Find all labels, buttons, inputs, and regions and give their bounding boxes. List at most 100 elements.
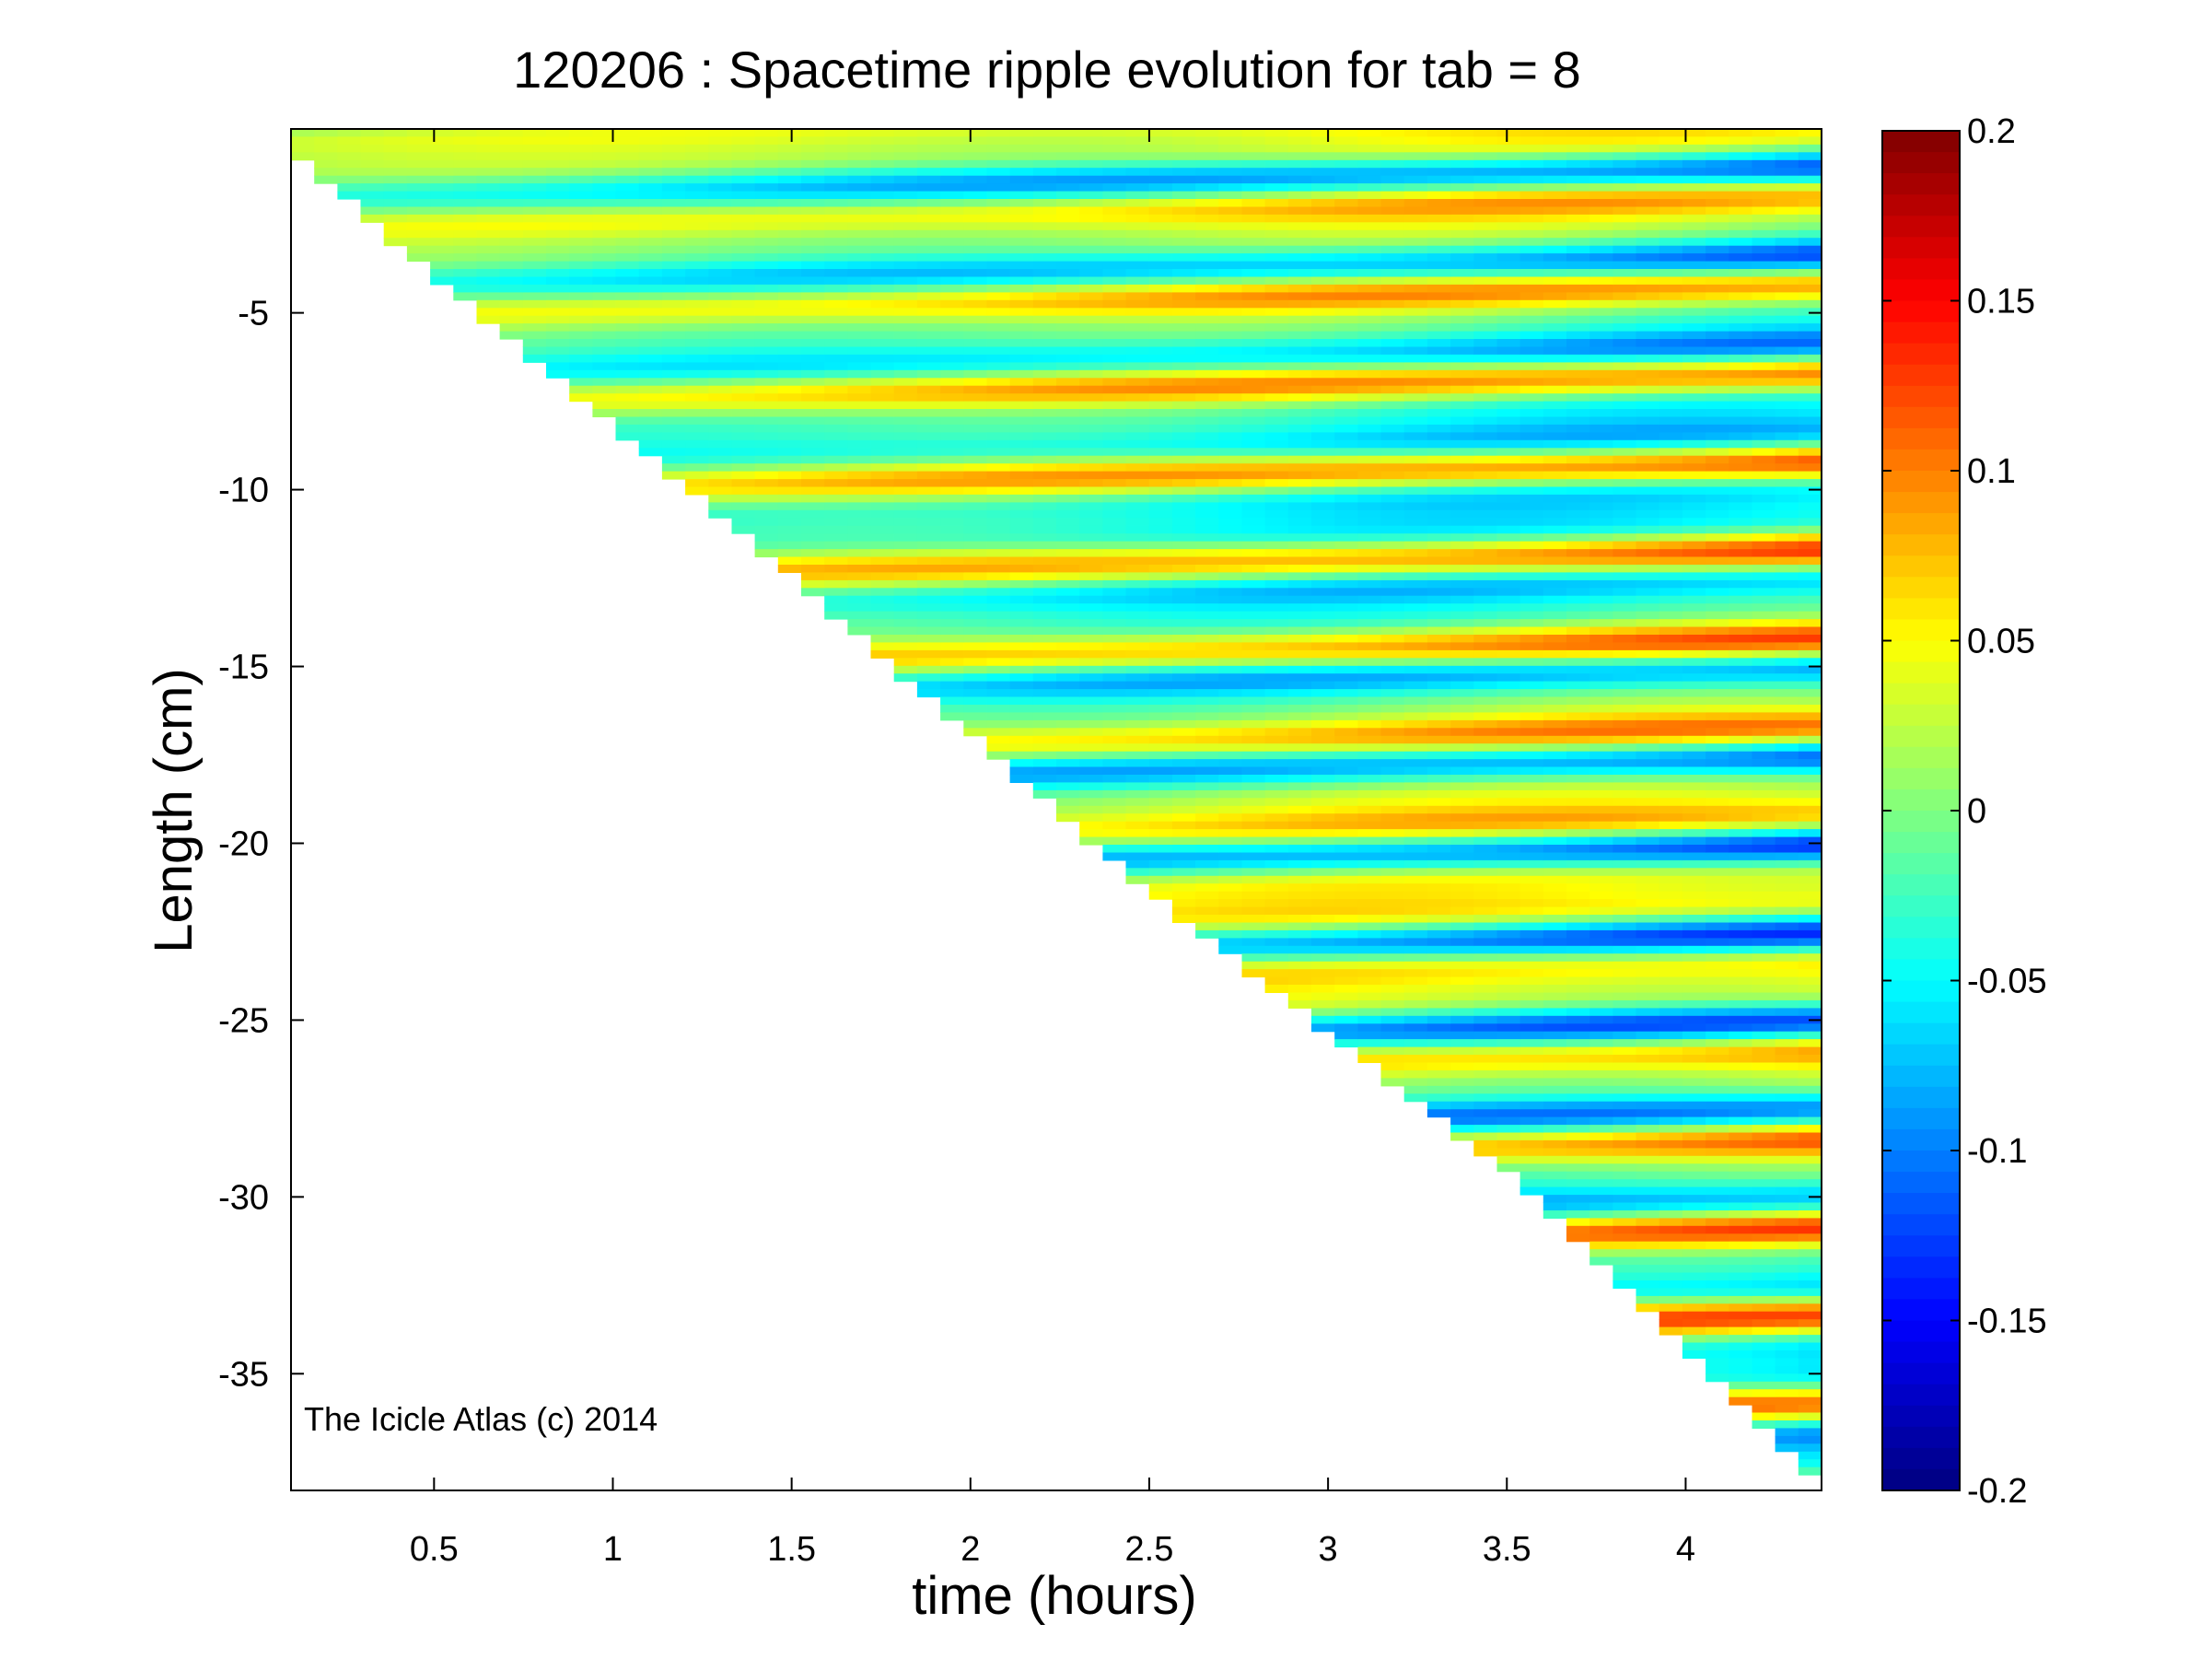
heatmap-cell [1473, 175, 1498, 184]
heatmap-cell [1659, 1069, 1683, 1079]
heatmap-cell [1056, 494, 1080, 503]
heatmap-cell [1264, 199, 1289, 207]
heatmap-cell [546, 369, 570, 379]
heatmap-cell [1589, 183, 1613, 193]
heatmap-cell [1218, 945, 1243, 954]
heatmap-cell [1636, 308, 1660, 317]
heatmap-cell [1380, 906, 1405, 916]
heatmap-cell [638, 323, 663, 333]
heatmap-cell [986, 416, 1011, 426]
heatmap-cell [1589, 751, 1613, 760]
heatmap-cell [615, 346, 640, 356]
heatmap-cell [1566, 1202, 1590, 1211]
heatmap-cell [1589, 1069, 1613, 1079]
heatmap-cell [453, 175, 478, 184]
heatmap-cell [1566, 759, 1590, 768]
heatmap-cell [1543, 845, 1567, 853]
heatmap-cell [1659, 1015, 1683, 1024]
heatmap-cell [1079, 378, 1103, 387]
heatmap-cell [1218, 603, 1243, 613]
heatmap-cell [1009, 541, 1034, 550]
heatmap-cell [870, 339, 895, 347]
heatmap-cell [1287, 455, 1312, 464]
heatmap-cell [406, 214, 431, 223]
heatmap-cell [1241, 751, 1266, 760]
heatmap-cell [1496, 985, 1521, 993]
heatmap-cell [1682, 929, 1706, 939]
heatmap-cell [1519, 681, 1544, 690]
heatmap-cell [615, 245, 640, 254]
heatmap-cell [1636, 354, 1660, 363]
heatmap-cell [1171, 378, 1196, 387]
heatmap-cell [1218, 891, 1243, 900]
heatmap-cell [1519, 206, 1544, 216]
heatmap-cell [1102, 775, 1127, 783]
heatmap-cell [1009, 635, 1034, 643]
heatmap-cell [916, 393, 941, 403]
heatmap-cell [1218, 915, 1243, 923]
heatmap-cell [1195, 798, 1219, 807]
heatmap-cell [1403, 439, 1428, 449]
heatmap-cell [1264, 509, 1289, 519]
heatmap-cell [1218, 868, 1243, 877]
heatmap-cell [1171, 642, 1196, 651]
heatmap-cell [847, 556, 872, 566]
heatmap-cell [1148, 229, 1173, 239]
heatmap-cell [1706, 565, 1729, 573]
heatmap-cell [661, 354, 686, 363]
heatmap-cell [986, 315, 1011, 324]
heatmap-cell [1357, 401, 1382, 410]
heatmap-cell [777, 175, 802, 184]
heatmap-cell [754, 448, 779, 457]
heatmap-cell [1473, 362, 1498, 371]
heatmap-cell [1682, 541, 1706, 550]
heatmap-cell [1450, 821, 1474, 830]
heatmap-cell [1380, 673, 1405, 683]
heatmap-cell [1311, 439, 1335, 449]
heatmap-cell [1426, 689, 1451, 698]
heatmap-cell [1241, 775, 1266, 783]
heatmap-cell [1380, 183, 1405, 193]
heatmap-cell [638, 401, 663, 410]
heatmap-cell [963, 299, 988, 309]
heatmap-cell [1636, 1008, 1660, 1017]
heatmap-cell [1056, 579, 1080, 589]
heatmap-cell [1218, 649, 1243, 659]
heatmap-cell [1009, 439, 1034, 449]
heatmap-cell [1659, 144, 1683, 153]
heatmap-cell [1496, 719, 1521, 729]
heatmap-cell [1264, 719, 1289, 729]
heatmap-cell [1241, 649, 1266, 659]
heatmap-cell [1566, 253, 1590, 263]
heatmap-cell [1380, 1015, 1405, 1024]
heatmap-cell [569, 238, 593, 247]
heatmap-cell [1357, 471, 1382, 480]
heatmap-cell [1473, 976, 1498, 986]
heatmap-cell [1636, 1116, 1660, 1126]
heatmap-cell [1473, 253, 1498, 263]
heatmap-cell [1056, 331, 1080, 340]
heatmap-cell [1195, 144, 1219, 153]
heatmap-cell [963, 238, 988, 247]
heatmap-cell [1311, 378, 1335, 387]
heatmap-cell [1241, 323, 1266, 333]
heatmap-cell [940, 533, 964, 543]
heatmap-cell [1032, 269, 1057, 277]
heatmap-cell [1636, 588, 1660, 597]
heatmap-cell [1171, 292, 1196, 301]
heatmap-cell [1659, 199, 1683, 207]
heatmap-cell [916, 649, 941, 659]
heatmap-cell [1241, 689, 1266, 698]
heatmap-cell [1380, 798, 1405, 807]
heatmap-cell [1706, 665, 1729, 674]
heatmap-cell [1241, 136, 1266, 146]
heatmap-cell [1311, 385, 1335, 394]
heatmap-cell [1566, 906, 1590, 916]
heatmap-cell [1659, 642, 1683, 651]
heatmap-cell [1426, 159, 1451, 169]
heatmap-cell [986, 299, 1011, 309]
heatmap-cell [1543, 238, 1567, 247]
heatmap-cell [1612, 1046, 1637, 1056]
heatmap-cell [1612, 369, 1637, 379]
heatmap-cell [870, 245, 895, 254]
